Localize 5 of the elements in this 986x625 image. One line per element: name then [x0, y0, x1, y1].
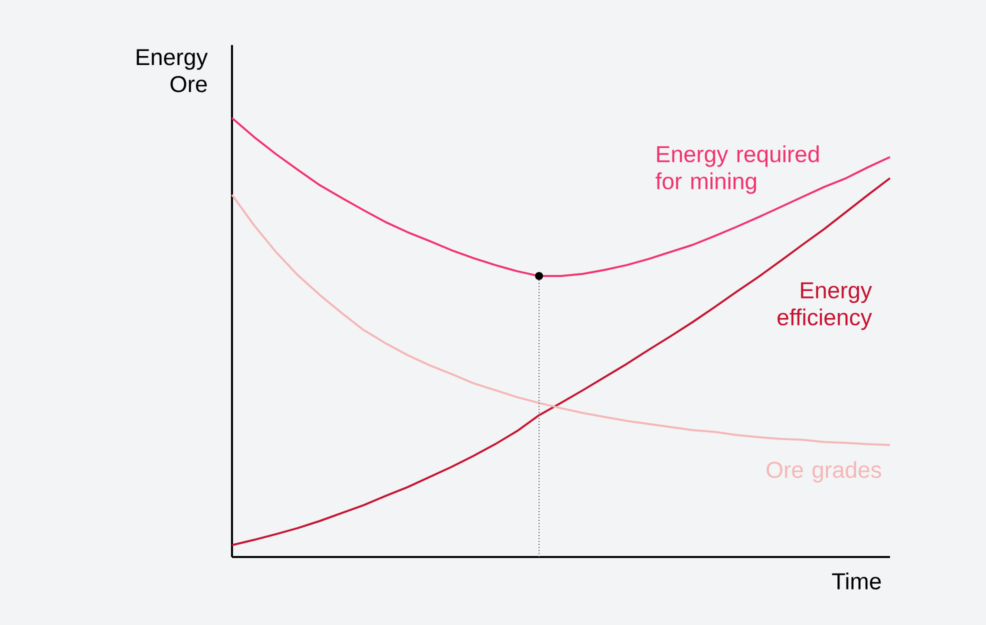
series-label: Energy efficiency [778, 282, 872, 330]
series-label: Energy required for mining [656, 145, 819, 194]
x-axis-title: Time [832, 572, 881, 590]
y-axis-title: Energy Ore [136, 49, 208, 92]
series-label: Ore grades [766, 461, 882, 483]
